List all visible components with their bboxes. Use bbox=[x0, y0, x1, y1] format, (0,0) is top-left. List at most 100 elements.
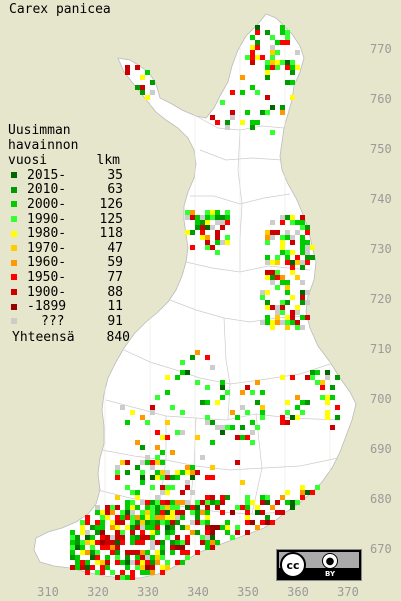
observation-square bbox=[155, 560, 160, 565]
observation-square bbox=[180, 540, 185, 545]
observation-square bbox=[220, 525, 225, 530]
observation-square bbox=[335, 405, 340, 410]
observation-square bbox=[255, 45, 260, 50]
observation-square bbox=[250, 430, 255, 435]
observation-square bbox=[165, 375, 170, 380]
observation-square bbox=[150, 465, 155, 470]
observation-square bbox=[180, 550, 185, 555]
observation-square bbox=[280, 320, 285, 325]
observation-square bbox=[205, 475, 210, 480]
observation-square bbox=[205, 520, 210, 525]
observation-square bbox=[205, 385, 210, 390]
observation-square bbox=[165, 420, 170, 425]
observation-square bbox=[320, 395, 325, 400]
observation-square bbox=[240, 425, 245, 430]
observation-square bbox=[220, 215, 225, 220]
legend-label: 1990- bbox=[27, 211, 67, 227]
observation-square bbox=[290, 505, 295, 510]
observation-square bbox=[270, 320, 275, 325]
observation-square bbox=[155, 495, 160, 500]
observation-square bbox=[285, 260, 290, 265]
observation-square bbox=[155, 520, 160, 525]
observation-square bbox=[170, 510, 175, 515]
observation-square bbox=[200, 455, 205, 460]
observation-square bbox=[190, 210, 195, 215]
y-tick-label: 720 bbox=[370, 292, 392, 306]
observation-square bbox=[290, 270, 295, 275]
observation-square bbox=[310, 375, 315, 380]
observation-square bbox=[160, 450, 165, 455]
legend-count: 77 bbox=[107, 269, 123, 285]
observation-square bbox=[120, 460, 125, 465]
observation-square bbox=[280, 495, 285, 500]
cc-by-license-badge[interactable]: cc ● BY bbox=[276, 549, 362, 581]
legend-swatch bbox=[11, 216, 17, 223]
observation-square bbox=[280, 25, 285, 30]
observation-square bbox=[220, 395, 225, 400]
observation-square bbox=[270, 305, 275, 310]
observation-square bbox=[235, 415, 240, 420]
observation-square bbox=[145, 525, 150, 530]
observation-square bbox=[265, 230, 270, 235]
observation-square bbox=[185, 480, 190, 485]
observation-square bbox=[160, 555, 165, 560]
observation-square bbox=[135, 495, 140, 500]
observation-square bbox=[290, 295, 295, 300]
observation-square bbox=[125, 560, 130, 565]
observation-square bbox=[295, 500, 300, 505]
observation-square bbox=[280, 40, 285, 45]
observation-square bbox=[145, 570, 150, 575]
observation-square bbox=[215, 505, 220, 510]
observation-square bbox=[260, 55, 265, 60]
observation-square bbox=[260, 320, 265, 325]
observation-square bbox=[125, 420, 130, 425]
observation-square bbox=[250, 85, 255, 90]
observation-square bbox=[140, 530, 145, 535]
observation-square bbox=[225, 210, 230, 215]
observation-square bbox=[205, 415, 210, 420]
observation-square bbox=[160, 545, 165, 550]
observation-square bbox=[230, 110, 235, 115]
observation-square bbox=[190, 520, 195, 525]
observation-square bbox=[315, 485, 320, 490]
observation-square bbox=[225, 215, 230, 220]
observation-square bbox=[285, 250, 290, 255]
legend-swatch bbox=[11, 303, 17, 310]
observation-square bbox=[120, 570, 125, 575]
observation-square bbox=[145, 460, 150, 465]
observation-square bbox=[140, 500, 145, 505]
observation-square bbox=[280, 250, 285, 255]
observation-square bbox=[290, 500, 295, 505]
observation-square bbox=[220, 380, 225, 385]
observation-square bbox=[180, 470, 185, 475]
observation-square bbox=[130, 560, 135, 565]
legend-swatch bbox=[11, 259, 17, 266]
observation-square bbox=[155, 525, 160, 530]
observation-square bbox=[155, 505, 160, 510]
observation-squares bbox=[70, 25, 340, 580]
observation-square bbox=[290, 415, 295, 420]
observation-square bbox=[110, 520, 115, 525]
observation-square bbox=[270, 325, 275, 330]
observation-square bbox=[135, 525, 140, 530]
observation-square bbox=[165, 535, 170, 540]
observation-square bbox=[260, 405, 265, 410]
observation-square bbox=[200, 520, 205, 525]
observation-square bbox=[90, 545, 95, 550]
observation-square bbox=[75, 540, 80, 545]
observation-square bbox=[160, 460, 165, 465]
observation-square bbox=[160, 565, 165, 570]
observation-square bbox=[265, 520, 270, 525]
observation-square bbox=[220, 510, 225, 515]
observation-square bbox=[240, 480, 245, 485]
observation-square bbox=[270, 45, 275, 50]
observation-square bbox=[125, 470, 130, 475]
observation-square bbox=[305, 375, 310, 380]
observation-square bbox=[280, 310, 285, 315]
observation-square bbox=[300, 495, 305, 500]
observation-square bbox=[290, 250, 295, 255]
observation-square bbox=[320, 380, 325, 385]
observation-square bbox=[325, 400, 330, 405]
observation-square bbox=[95, 505, 100, 510]
